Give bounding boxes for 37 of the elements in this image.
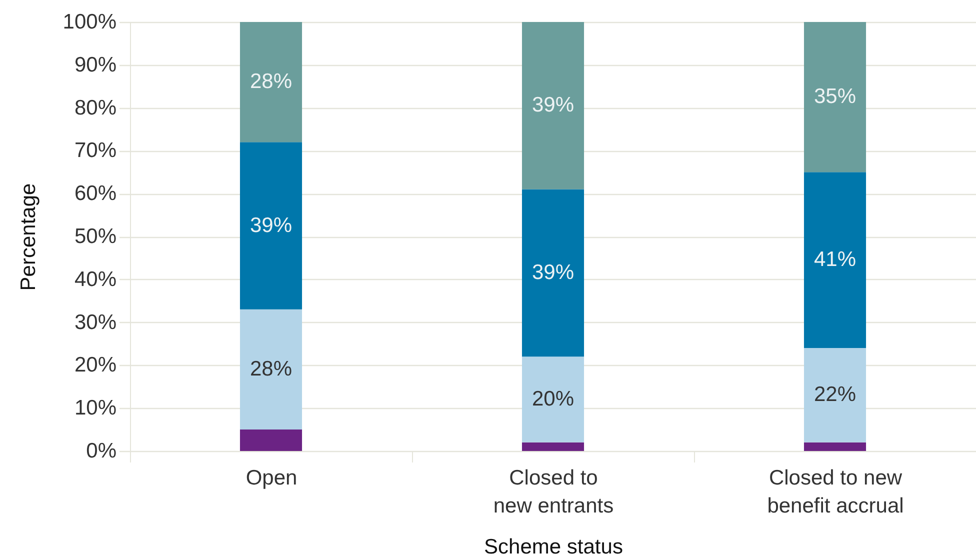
y-tick-label: 90% xyxy=(74,53,116,76)
x-tick-label: Open xyxy=(246,466,298,490)
x-tick-label: Closed to new benefit accrual xyxy=(767,466,904,518)
bar xyxy=(804,442,866,451)
y-tick-label: 80% xyxy=(74,96,116,120)
y-tick-label: 50% xyxy=(74,225,116,248)
bar xyxy=(240,22,302,142)
bar xyxy=(522,189,584,357)
bar xyxy=(804,172,866,348)
y-tick-label: 100% xyxy=(62,10,116,34)
y-axis-title: Percentage xyxy=(16,183,40,291)
data-label: 28% xyxy=(250,70,292,94)
y-tick-label: 0% xyxy=(86,440,116,462)
x-axis-title: Scheme status xyxy=(484,536,623,558)
data-label: 20% xyxy=(532,388,574,411)
y-tick-label: 30% xyxy=(74,310,116,334)
y-tick-label: 10% xyxy=(74,396,116,420)
y-tick-label: 70% xyxy=(74,139,116,162)
data-label: 41% xyxy=(814,248,856,272)
data-label: 22% xyxy=(814,383,856,406)
y-tick-label: 20% xyxy=(74,354,116,377)
bar xyxy=(804,348,866,442)
bar xyxy=(522,356,584,442)
data-label: 39% xyxy=(532,94,574,117)
x-tick-label: Closed to new entrants xyxy=(493,466,614,518)
bar xyxy=(240,430,302,451)
y-tick-label: 40% xyxy=(74,268,116,291)
bar xyxy=(804,22,866,172)
data-label: 28% xyxy=(250,357,292,380)
data-label: 39% xyxy=(532,260,574,284)
y-tick-label: 60% xyxy=(74,182,116,206)
bar xyxy=(240,142,302,310)
bar xyxy=(522,442,584,451)
data-label: 35% xyxy=(814,85,856,108)
bar xyxy=(240,309,302,430)
bar xyxy=(522,22,584,190)
data-label: 39% xyxy=(250,214,292,237)
